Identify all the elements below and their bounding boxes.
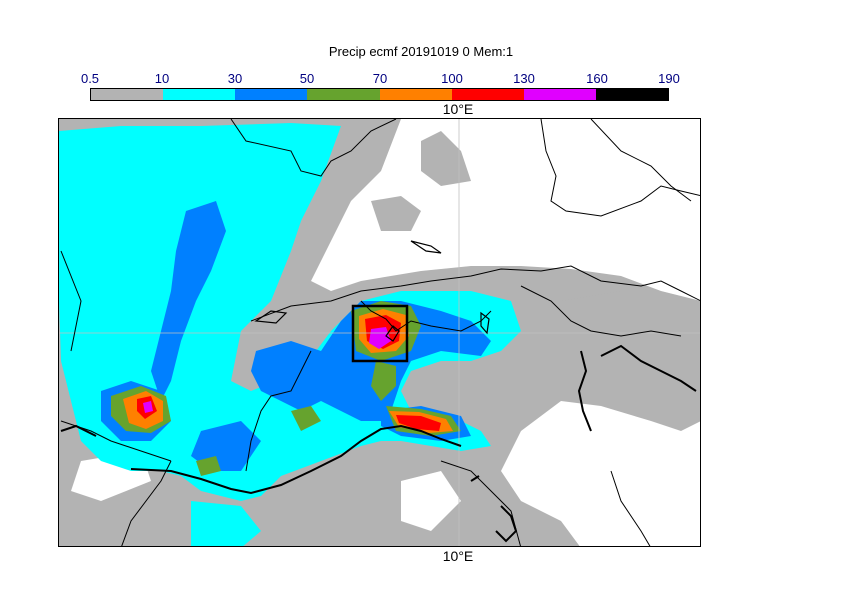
lakes bbox=[254, 240, 490, 342]
longitude-label-bottom: 10°E bbox=[442, 548, 474, 564]
precip-band-magenta bbox=[143, 327, 391, 413]
coastline bbox=[60, 344, 697, 543]
legend-swatch-5 bbox=[451, 89, 524, 100]
legend-tick-0: 0.5 bbox=[80, 71, 100, 86]
legend-swatch-7 bbox=[595, 89, 668, 100]
legend-tick-8: 190 bbox=[658, 71, 680, 86]
legend-swatch-0 bbox=[91, 89, 164, 100]
chart-title: Precip ecmf 20191019 0 Mem:1 bbox=[328, 44, 514, 59]
legend-swatch-2 bbox=[235, 89, 308, 100]
legend-tick-2: 30 bbox=[227, 71, 243, 86]
longitude-label-top: 10°E bbox=[442, 101, 474, 117]
color-legend bbox=[90, 88, 669, 101]
legend-tick-3: 50 bbox=[299, 71, 315, 86]
legend-swatch-6 bbox=[523, 89, 596, 100]
precip-band-cyan bbox=[59, 123, 521, 546]
legend-tick-6: 130 bbox=[513, 71, 535, 86]
country-borders bbox=[60, 119, 700, 546]
legend-swatch-3 bbox=[307, 89, 380, 100]
legend-tick-5: 100 bbox=[441, 71, 463, 86]
legend-tick-7: 160 bbox=[586, 71, 608, 86]
legend-tick-4: 70 bbox=[372, 71, 388, 86]
precip-map bbox=[58, 118, 701, 547]
legend-tick-1: 10 bbox=[154, 71, 170, 86]
legend-swatch-1 bbox=[163, 89, 236, 100]
precip-field bbox=[59, 119, 700, 546]
focus-box bbox=[351, 304, 409, 363]
legend-swatch-4 bbox=[379, 89, 452, 100]
